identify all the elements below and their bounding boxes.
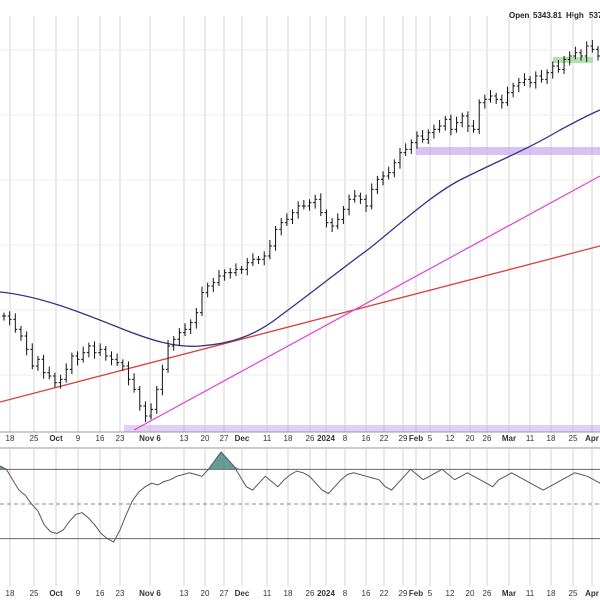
x-tick-label: 16 [362, 434, 371, 443]
x-tick-label: 5 [428, 589, 433, 598]
x-tick-label: 9 [76, 434, 81, 443]
indicator-plot [0, 451, 600, 543]
resistance-zone [416, 147, 600, 155]
indicator-line [0, 451, 600, 543]
highlight-zones [124, 57, 600, 432]
x-tick-label: 25 [569, 434, 578, 443]
ma-200-line [0, 245, 600, 403]
x-tick-label: 25 [569, 589, 578, 598]
x-tick-label: 12 [446, 589, 455, 598]
high-value: 537 [589, 11, 600, 20]
x-tick-label: Feb [409, 434, 423, 443]
indicator-grid [0, 448, 600, 586]
x-tick-label: 11 [263, 589, 272, 598]
main-grid [0, 16, 600, 432]
x-tick-label: 25 [30, 434, 39, 443]
x-tick-label: 27 [220, 589, 229, 598]
x-tick-label: 29 [399, 434, 408, 443]
x-tick-label: 20 [201, 589, 210, 598]
indicator-overbought-fill [214, 452, 222, 470]
x-tick-label: 29 [399, 589, 408, 598]
high-zone [553, 57, 593, 63]
x-tick-label: Apr [585, 434, 599, 443]
x-tick-label: 16 [362, 589, 371, 598]
price-bars [2, 40, 600, 422]
x-tick-label: Mar [502, 589, 516, 598]
x-tick-label: Apr [585, 589, 599, 598]
x-tick-label: 22 [380, 589, 389, 598]
open-value: 5343.81 [533, 11, 562, 20]
x-tick-label: 11 [263, 434, 272, 443]
x-tick-label: 20 [466, 589, 475, 598]
x-tick-label: Nov 6 [139, 589, 161, 598]
x-tick-label: 2024 [317, 589, 335, 598]
x-tick-label: 13 [180, 589, 189, 598]
x-tick-label: 23 [116, 589, 125, 598]
x-tick-label: 26 [306, 434, 315, 443]
indicator-overbought-fill [227, 458, 234, 470]
x-tick-label: 20 [201, 434, 210, 443]
x-tick-label: Dec [235, 434, 250, 443]
x-tick-label: 16 [96, 434, 105, 443]
x-tick-label: 16 [96, 589, 105, 598]
x-tick-label: 8 [343, 434, 348, 443]
ma-50-line [0, 109, 600, 347]
x-tick-label: 23 [116, 434, 125, 443]
x-tick-label: 18 [284, 434, 293, 443]
x-tick-label: 22 [380, 434, 389, 443]
x-tick-label: 18 [547, 434, 556, 443]
x-tick-label: 9 [76, 589, 81, 598]
x-tick-label: Mar [502, 434, 516, 443]
x-tick-label: 26 [483, 589, 492, 598]
high-label: High [566, 11, 584, 20]
x-tick-label: 11 [526, 434, 535, 443]
moving-average-lines [0, 109, 600, 431]
x-tick-label: 20 [466, 434, 475, 443]
x-tick-label: 8 [343, 589, 348, 598]
support-zone [124, 425, 600, 432]
x-tick-label: 18 [6, 434, 15, 443]
x-tick-label: 18 [6, 589, 15, 598]
x-tick-label: 26 [306, 589, 315, 598]
x-tick-label: 5 [428, 434, 433, 443]
x-tick-label: 11 [526, 589, 535, 598]
x-tick-label: 27 [220, 434, 229, 443]
x-tick-label: Feb [409, 589, 423, 598]
open-label: Open [509, 11, 530, 20]
main-x-axis: 18 25 Oct 9 16 23 Nov 6 13 20 27 Dec 11 18 26 2024 8 16 2… [6, 434, 599, 443]
x-tick-label: 2024 [317, 434, 335, 443]
x-tick-label: 25 [30, 589, 39, 598]
x-tick-label: 26 [483, 434, 492, 443]
x-tick-label: Dec [235, 589, 250, 598]
trendline [133, 175, 600, 431]
x-tick-label: 12 [446, 434, 455, 443]
x-tick-label: 18 [547, 589, 556, 598]
indicator-overbought-fill [221, 452, 228, 470]
x-tick-label: 18 [284, 589, 293, 598]
x-tick-label: Oct [49, 434, 63, 443]
x-tick-label: Oct [49, 589, 63, 598]
x-tick-label: Nov 6 [139, 434, 161, 443]
indicator-x-axis: 18 25 Oct 9 16 23 Nov 6 13 20 27 Dec 11 18 26 2024 8 16 2… [6, 589, 599, 598]
x-tick-label: 13 [180, 434, 189, 443]
